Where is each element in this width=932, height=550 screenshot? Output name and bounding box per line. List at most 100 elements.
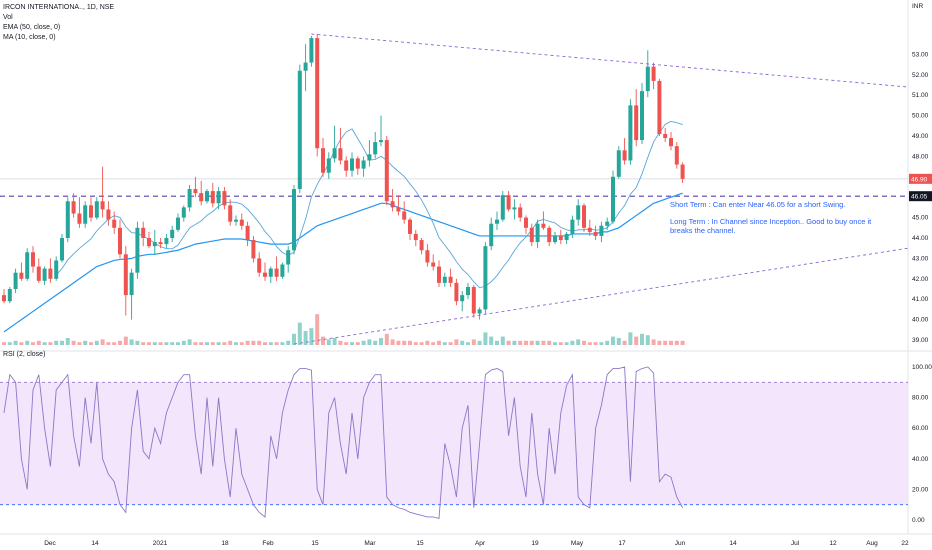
candle-body: [350, 158, 354, 171]
volume-bar: [129, 339, 134, 345]
candle-body: [83, 205, 88, 224]
volume-bar: [593, 342, 598, 345]
volume-bar: [674, 340, 679, 345]
candle-body: [477, 309, 482, 314]
candle-body: [669, 138, 673, 147]
candle-body: [402, 211, 407, 220]
volume-bar: [141, 342, 146, 345]
volume-bar: [77, 342, 82, 345]
volume-bar: [645, 335, 650, 345]
candle-body: [611, 176, 615, 222]
time-tick-label: Aug: [866, 540, 878, 547]
candle-body: [239, 219, 244, 226]
candle-body: [553, 235, 557, 243]
rsi-tick-label: 0.00: [912, 517, 925, 524]
candle-body: [332, 148, 337, 159]
volume-bar: [216, 342, 221, 345]
volume-bar: [454, 339, 459, 345]
candle-body: [645, 66, 650, 92]
volume-bar: [199, 342, 204, 345]
volume-bar: [297, 322, 302, 345]
volume-bar: [489, 336, 494, 345]
candle-body: [390, 201, 395, 208]
volume-bar: [19, 342, 24, 345]
candle-body: [605, 221, 610, 226]
last-price-tag-text: 46.90: [911, 176, 928, 183]
volume-bar: [657, 340, 662, 345]
candle-body: [379, 140, 383, 143]
time-tick-label: 12: [829, 540, 837, 547]
volume-bar: [326, 339, 331, 345]
volume-bar: [466, 342, 470, 345]
price-tick-label: 40.00: [912, 317, 929, 324]
price-tick-label: 44.00: [912, 235, 929, 242]
candle-body: [129, 272, 134, 296]
volume-bar: [135, 340, 140, 345]
candle-body: [512, 207, 517, 210]
volume-bar: [622, 340, 627, 345]
time-tick-label: 2021: [153, 540, 168, 547]
candle-body: [147, 238, 151, 247]
volume-bar: [123, 336, 128, 345]
price-tick-label: 48.00: [912, 153, 929, 160]
candle-body: [361, 160, 366, 169]
candle-body: [181, 207, 186, 218]
candle-body: [42, 268, 47, 281]
candle-body: [234, 219, 238, 222]
volume-bar: [570, 340, 575, 345]
candle-body: [529, 227, 534, 243]
volume-bar: [158, 342, 163, 345]
volume-bar: [408, 340, 412, 345]
volume-bar: [106, 342, 111, 345]
candle-body: [216, 191, 221, 204]
volume-bar: [547, 340, 552, 345]
volume-bar: [239, 342, 244, 345]
volume-bar: [338, 340, 343, 345]
rsi-tick-label: 60.00: [912, 425, 929, 432]
volume-bar: [187, 339, 192, 345]
volume-bar: [640, 333, 644, 345]
candle-body: [199, 193, 204, 202]
time-tick-label: 14: [91, 540, 99, 547]
ema50-line: [3, 192, 683, 333]
candle-body: [193, 189, 198, 194]
volume-bar: [431, 342, 436, 345]
price-tick-label: 52.00: [912, 72, 929, 79]
candle-body: [384, 140, 389, 202]
volume-bar: [234, 342, 238, 345]
candle-body: [36, 266, 41, 281]
candle-body: [7, 289, 12, 302]
volume-bar: [616, 338, 621, 345]
candle-body: [599, 225, 604, 236]
volume-bar: [193, 342, 198, 345]
candle-body: [593, 231, 598, 236]
volume-bar: [118, 340, 122, 345]
volume-bar: [419, 342, 424, 345]
note-long-term-1: Long Term : In Channel since Inception..…: [670, 217, 872, 226]
candle-body: [13, 272, 18, 289]
lower-trendline: [293, 247, 909, 345]
candle-body: [663, 133, 668, 139]
time-tick-label: 17: [618, 540, 626, 547]
volume-bar: [518, 340, 523, 345]
volume-bar: [350, 342, 354, 345]
candle-body: [396, 207, 401, 212]
time-tick-label: Apr: [475, 540, 486, 547]
candle-body: [263, 272, 267, 277]
note-short-term: Short Term : Can enter Near 46.05 for a …: [670, 200, 846, 209]
time-tick-label: 15: [311, 540, 319, 547]
volume-bar: [605, 340, 610, 345]
candle-body: [448, 276, 453, 283]
candle-body: [77, 213, 82, 224]
volume-bar: [495, 340, 499, 345]
candle-body: [228, 205, 233, 222]
volume-bar: [147, 342, 151, 345]
candle-body: [274, 268, 279, 277]
candle-body: [123, 254, 128, 296]
volume-bar: [558, 342, 563, 345]
volume-bar: [263, 342, 267, 345]
candle-body: [338, 148, 343, 161]
volume-bar: [332, 338, 337, 345]
time-tick-label: Feb: [262, 540, 274, 547]
